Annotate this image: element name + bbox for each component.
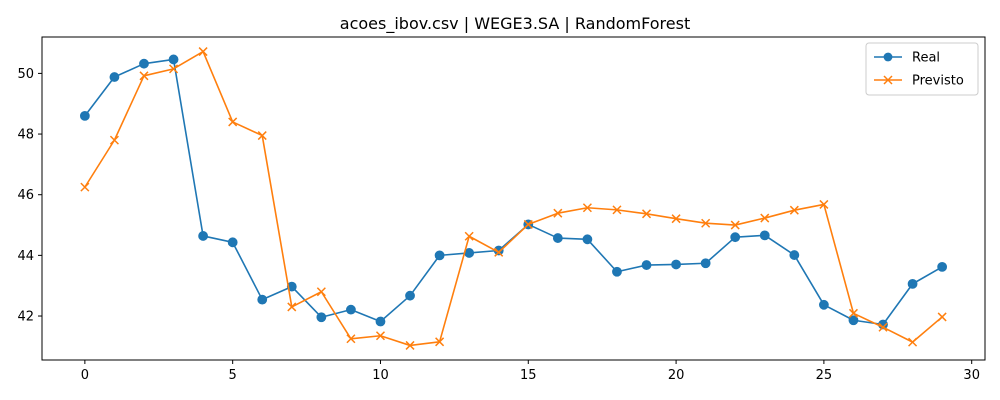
data-point (435, 337, 445, 347)
series-line (84, 58, 943, 326)
x-tick-label: 20 (668, 368, 685, 383)
data-point (552, 233, 563, 243)
data-point (612, 205, 622, 215)
legend-box (865, 42, 979, 96)
data-point (848, 315, 859, 326)
plot-frame (41, 36, 986, 361)
data-point (612, 266, 622, 277)
data-point (169, 64, 179, 74)
x-axis: 0 5 10 15 20 25 30 (81, 360, 980, 383)
data-point (375, 316, 386, 327)
data-point (908, 337, 918, 347)
data-point (848, 308, 858, 318)
data-point (937, 312, 947, 322)
data-point (375, 331, 386, 341)
plot-area (41, 36, 986, 361)
data-point (346, 334, 356, 344)
data-point (198, 231, 209, 241)
data-point (316, 312, 327, 323)
series-line (84, 50, 943, 347)
data-point (139, 58, 149, 69)
data-point (405, 290, 415, 301)
data-point (80, 182, 90, 192)
legend-label: Previsto (912, 74, 964, 89)
data-point (168, 54, 179, 65)
y-tick-label: 42 (17, 310, 34, 325)
data-point (907, 278, 918, 289)
data-point (641, 209, 652, 219)
data-point (582, 203, 592, 213)
legend-label: Real (912, 51, 940, 66)
data-point (227, 237, 238, 248)
data-point (700, 258, 711, 269)
y-tick-label: 50 (17, 67, 34, 82)
series-real (79, 54, 948, 330)
data-point (316, 287, 326, 297)
data-point (109, 135, 119, 145)
x-tick-label: 25 (816, 368, 833, 383)
data-point (198, 47, 208, 57)
data-point (818, 299, 829, 310)
data-point (109, 72, 120, 82)
data-point (730, 220, 740, 230)
x-tick-label: 15 (520, 368, 537, 383)
data-point (405, 340, 415, 350)
data-point (464, 231, 474, 241)
data-point (582, 234, 593, 245)
data-point (937, 261, 948, 272)
data-point (228, 117, 238, 127)
data-point (819, 199, 829, 209)
x-tick-label: 5 (229, 368, 237, 383)
x-tick-label: 10 (372, 368, 389, 383)
legend: Real Previsto (865, 42, 979, 96)
data-point (523, 219, 533, 229)
data-point (641, 260, 652, 270)
data-point (730, 232, 741, 243)
y-axis: 42 44 46 48 50 (17, 67, 42, 325)
chart-title: acoes_ibov.csv | WEGE3.SA | RandomForest (340, 14, 690, 34)
data-point (760, 213, 770, 223)
y-tick-label: 46 (17, 188, 34, 203)
data-point (79, 110, 90, 121)
series-previsto (80, 47, 947, 350)
data-point (671, 259, 681, 270)
data-point (346, 304, 356, 315)
x-tick-label: 0 (81, 368, 89, 383)
data-point (789, 250, 800, 260)
data-point (701, 218, 711, 228)
data-point (434, 250, 445, 261)
y-tick-label: 44 (17, 249, 34, 264)
y-tick-label: 48 (17, 128, 34, 143)
x-tick-label: 30 (963, 368, 980, 383)
data-point (671, 214, 681, 224)
legend-marker (883, 52, 893, 62)
data-point (287, 302, 297, 312)
data-point (789, 205, 799, 215)
data-point (494, 247, 504, 257)
data-point (286, 281, 297, 292)
legend-marker (883, 75, 893, 85)
data-point (139, 71, 149, 81)
data-point (759, 230, 770, 241)
data-point (257, 294, 268, 305)
data-point (878, 322, 888, 332)
data-point (257, 131, 267, 141)
series-layer (79, 47, 948, 350)
data-point (553, 208, 563, 218)
